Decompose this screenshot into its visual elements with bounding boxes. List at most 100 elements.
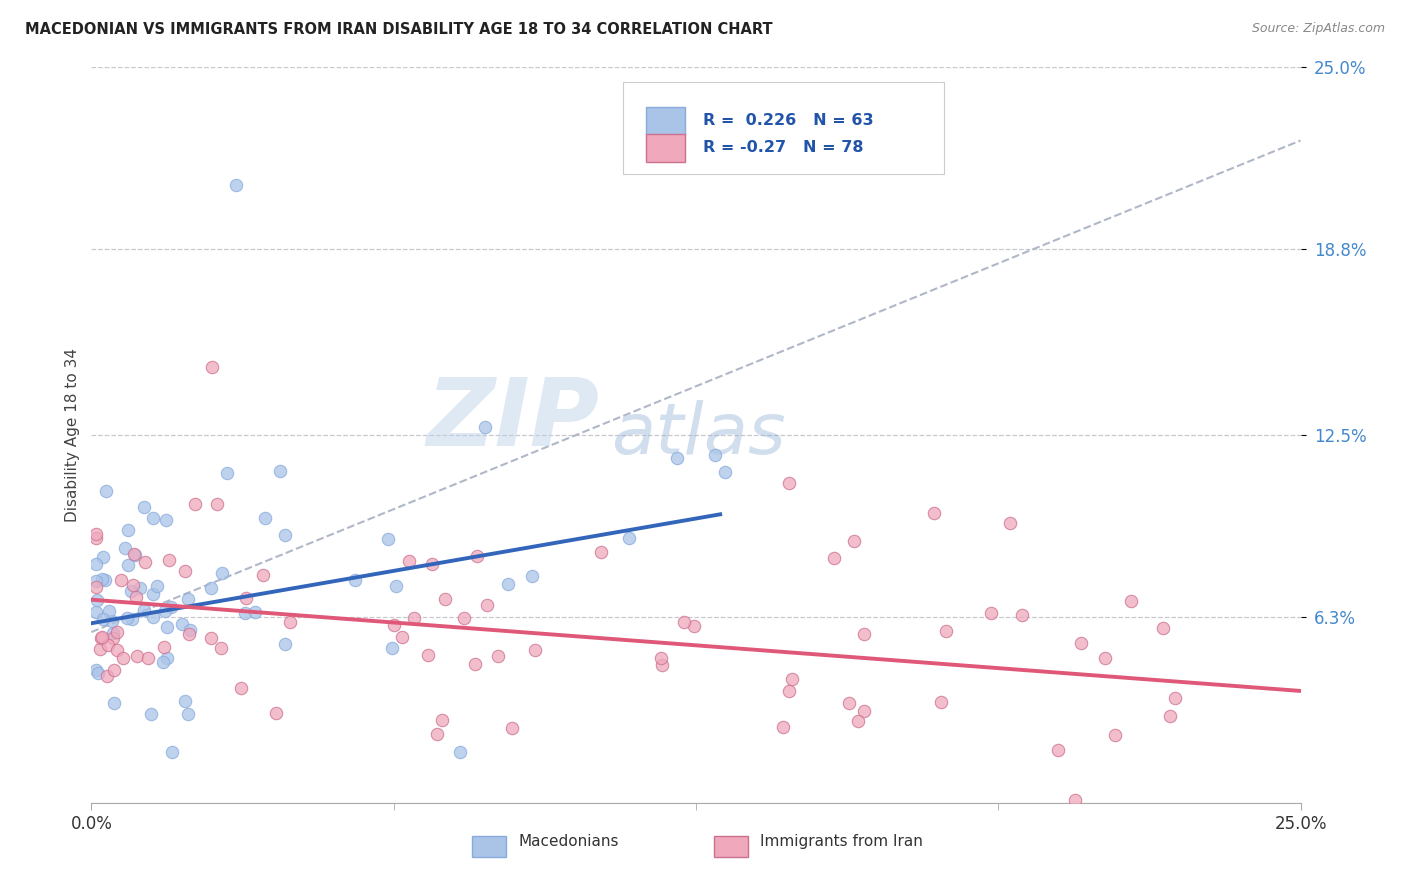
Point: [823, 551, 845, 566]
Point: [235, 606, 257, 620]
Point: [103, 663, 125, 677]
Point: [385, 579, 408, 593]
Point: [1159, 708, 1181, 723]
Point: [122, 577, 145, 591]
Point: [172, 617, 194, 632]
Point: [121, 612, 143, 626]
Point: [205, 497, 228, 511]
Point: [84, 558, 107, 572]
Point: [1094, 651, 1116, 665]
Point: [779, 476, 801, 491]
Point: [142, 510, 165, 524]
Point: [146, 579, 169, 593]
Text: ZIP: ZIP: [426, 374, 599, 467]
Point: [254, 511, 277, 525]
Point: [1121, 594, 1143, 608]
Point: [122, 547, 145, 561]
Point: [152, 655, 174, 669]
Text: R =  0.226   N = 63: R = 0.226 N = 63: [703, 113, 875, 128]
Point: [672, 615, 695, 629]
Point: [772, 720, 794, 734]
Point: [683, 619, 706, 633]
FancyBboxPatch shape: [647, 107, 685, 135]
Point: [1104, 728, 1126, 742]
Point: [252, 567, 274, 582]
Point: [1063, 793, 1085, 807]
Point: [115, 611, 138, 625]
Point: [420, 557, 443, 571]
Point: [264, 706, 287, 720]
Point: [84, 663, 107, 677]
Point: [160, 745, 183, 759]
FancyBboxPatch shape: [472, 836, 506, 856]
Point: [522, 569, 544, 583]
Point: [465, 549, 488, 563]
Point: [398, 553, 420, 567]
Point: [929, 695, 952, 709]
Point: [96, 669, 118, 683]
Point: [97, 638, 120, 652]
Point: [269, 464, 291, 478]
Point: [124, 548, 146, 562]
Point: [132, 603, 155, 617]
Text: Immigrants from Iran: Immigrants from Iran: [761, 834, 922, 849]
Point: [87, 666, 110, 681]
Point: [501, 722, 523, 736]
Point: [377, 533, 399, 547]
Point: [132, 500, 155, 514]
Point: [475, 599, 498, 613]
Point: [94, 484, 117, 499]
Point: [155, 513, 177, 527]
Point: [177, 706, 200, 721]
Point: [84, 531, 107, 545]
Point: [924, 506, 946, 520]
Point: [153, 640, 176, 654]
Point: [524, 642, 547, 657]
Point: [416, 648, 439, 662]
Point: [209, 641, 232, 656]
Point: [430, 713, 453, 727]
Point: [91, 630, 114, 644]
Point: [125, 590, 148, 604]
Point: [179, 627, 201, 641]
Point: [1070, 636, 1092, 650]
Point: [110, 574, 132, 588]
Point: [142, 587, 165, 601]
Point: [156, 620, 179, 634]
Point: [201, 360, 224, 375]
Point: [91, 549, 114, 564]
Point: [101, 614, 124, 628]
Point: [449, 745, 471, 759]
Point: [838, 696, 860, 710]
Point: [426, 727, 449, 741]
Point: [225, 178, 247, 192]
Point: [842, 534, 865, 549]
Point: [105, 643, 128, 657]
Point: [1047, 743, 1070, 757]
Text: R = -0.27   N = 78: R = -0.27 N = 78: [703, 140, 863, 155]
Point: [665, 450, 688, 465]
FancyBboxPatch shape: [714, 836, 748, 856]
Point: [274, 528, 297, 542]
Point: [114, 541, 136, 556]
Y-axis label: Disability Age 18 to 34: Disability Age 18 to 34: [65, 348, 80, 522]
Point: [496, 576, 519, 591]
Point: [935, 624, 957, 639]
FancyBboxPatch shape: [623, 81, 943, 174]
Point: [617, 531, 640, 545]
Point: [91, 612, 114, 626]
Point: [103, 696, 125, 710]
Point: [184, 498, 207, 512]
Point: [103, 631, 125, 645]
Point: [89, 642, 111, 657]
Point: [117, 524, 139, 538]
Point: [200, 631, 222, 645]
Point: [382, 617, 405, 632]
Text: MACEDONIAN VS IMMIGRANTS FROM IRAN DISABILITY AGE 18 TO 34 CORRELATION CHART: MACEDONIAN VS IMMIGRANTS FROM IRAN DISAB…: [25, 22, 773, 37]
Point: [591, 545, 613, 559]
Point: [125, 648, 148, 663]
Point: [1000, 516, 1022, 530]
FancyBboxPatch shape: [647, 134, 685, 161]
Point: [980, 606, 1002, 620]
Point: [84, 580, 107, 594]
